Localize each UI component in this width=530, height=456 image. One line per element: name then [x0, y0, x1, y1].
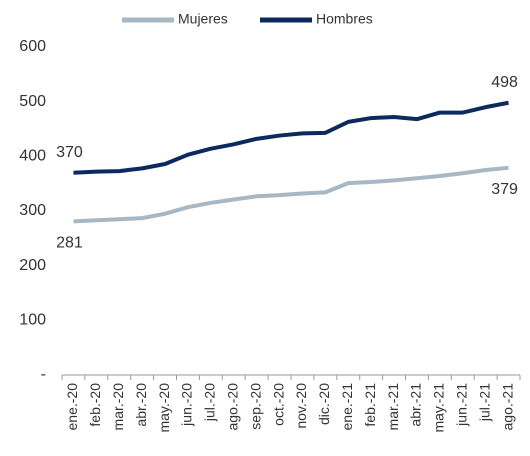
y-tick-label: 200 [19, 257, 46, 274]
x-tick-label: may.-21 [431, 383, 447, 433]
x-tick-label: jul.-20 [202, 383, 218, 422]
y-tick-label: 600 [19, 38, 46, 55]
y-tick-label: 300 [19, 202, 46, 219]
x-tick-label: mar.-20 [110, 383, 126, 431]
data-label: 379 [491, 181, 518, 198]
data-label: 498 [491, 74, 518, 91]
x-tick-label: abr.-20 [133, 383, 149, 427]
x-tick-label: feb.-20 [87, 383, 103, 427]
x-tick-label: jun.-20 [179, 383, 195, 427]
data-label: 281 [56, 235, 83, 252]
x-tick-label: ago.-21 [499, 383, 515, 431]
y-tick-label: 400 [19, 148, 46, 165]
x-tick-label: oct.-20 [270, 383, 286, 426]
y-tick-label: 100 [19, 312, 46, 329]
y-tick-label: 500 [19, 93, 46, 110]
x-tick-label: ago.-20 [224, 383, 240, 431]
x-tick-label: may.-20 [156, 383, 172, 433]
x-tick-label: jun.-21 [453, 383, 469, 427]
x-tick-label: jul.-21 [476, 383, 492, 422]
x-tick-label: ene.-21 [339, 383, 355, 431]
x-tick-label: dic.-20 [316, 383, 332, 425]
series-line [73, 100, 509, 175]
legend-label: Mujeres [178, 11, 228, 27]
x-tick-label: ene.-20 [64, 383, 80, 431]
legend-label: Hombres [316, 11, 373, 27]
x-tick-label: abr.-21 [408, 383, 424, 427]
y-tick-label: - [41, 366, 46, 383]
x-tick-label: mar.-21 [385, 383, 401, 431]
series-line [73, 165, 509, 224]
data-label: 370 [56, 144, 83, 161]
x-tick-label: nov.-20 [293, 383, 309, 429]
x-tick-label: sep.-20 [247, 383, 263, 430]
x-tick-label: feb.-21 [362, 383, 378, 427]
